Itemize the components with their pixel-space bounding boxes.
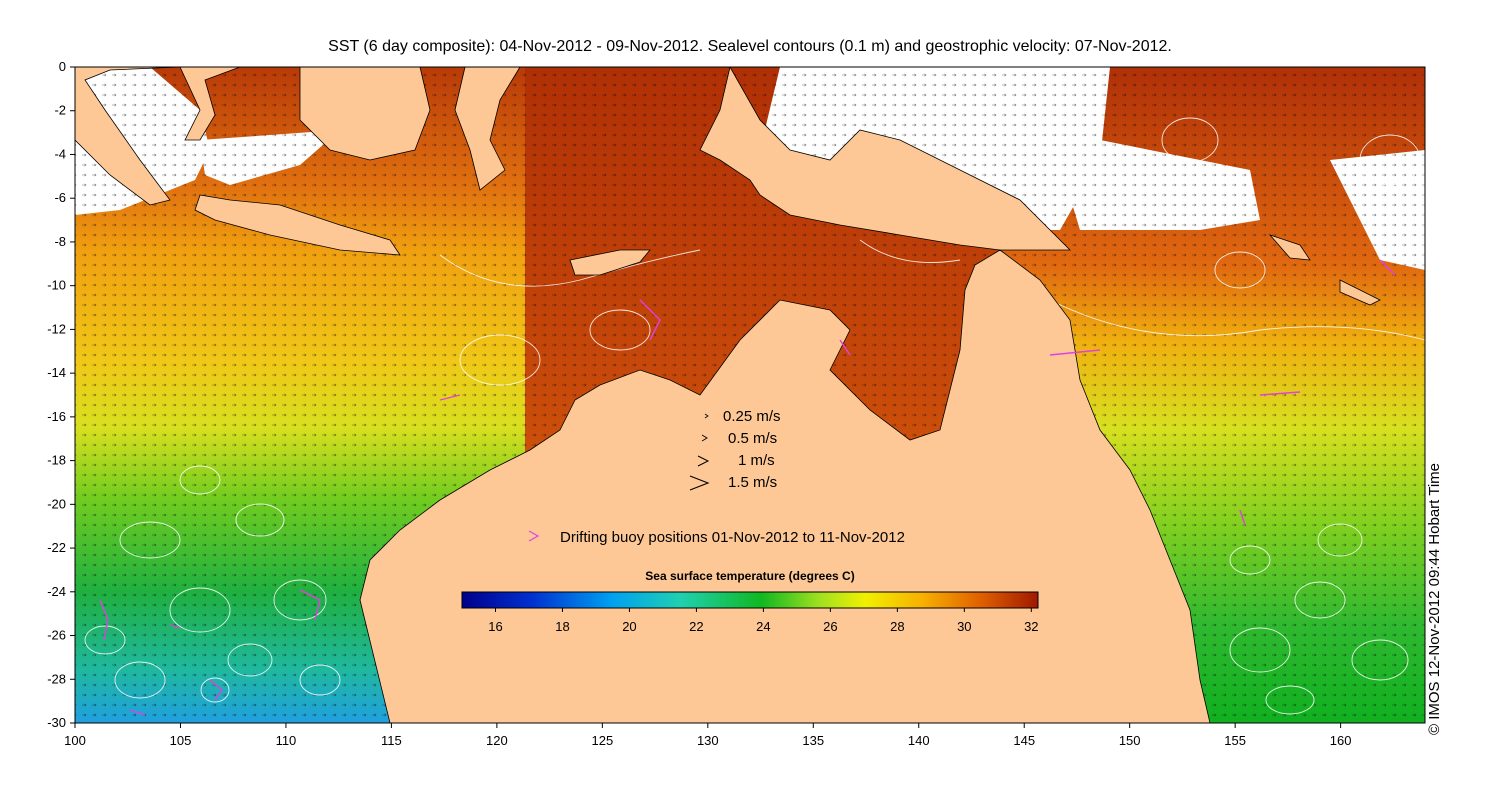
colorbar-gradient bbox=[461, 591, 1039, 609]
x-tick-label-12: 160 bbox=[1330, 733, 1352, 748]
colorbar-tick-label-3: 22 bbox=[689, 619, 703, 634]
velocity-arrow-0 bbox=[704, 413, 709, 419]
velocity-arrow-3 bbox=[689, 475, 710, 491]
y-tick-label-1: -2 bbox=[54, 103, 66, 118]
colorbar-tick-label-8: 32 bbox=[1024, 619, 1038, 634]
credit-text: © IMOS 12-Nov-2012 09:44 Hobart Time bbox=[1426, 462, 1443, 735]
x-tick-label-2: 110 bbox=[276, 733, 297, 748]
velocity-arrow-1 bbox=[701, 434, 708, 442]
y-tick-label-11: -22 bbox=[47, 540, 66, 555]
x-tick-label-8: 140 bbox=[908, 733, 930, 748]
map-plot-area bbox=[75, 67, 1425, 723]
colorbar-tick-label-1: 18 bbox=[555, 619, 569, 634]
y-tick-label-2: -4 bbox=[54, 146, 66, 161]
land-solomon-2 bbox=[1339, 279, 1381, 306]
colorbar-tick-label-5: 26 bbox=[823, 619, 837, 634]
y-tick-label-10: -20 bbox=[47, 496, 66, 511]
colorbar-title: Sea surface temperature (degrees C) bbox=[645, 569, 854, 583]
x-tick-label-11: 155 bbox=[1224, 733, 1246, 748]
velocity-legend-label-2: 1 m/s bbox=[738, 452, 775, 469]
x-tick-label-7: 135 bbox=[802, 733, 824, 748]
y-axis: 0 -2 -4 -6 -8 -10 -12 -14 -16 -18 -20 -22 -24 -26 -28 -… bbox=[47, 59, 75, 730]
x-tick-label-1: 105 bbox=[170, 733, 192, 748]
velocity-arrow-2 bbox=[697, 455, 710, 467]
y-tick-label-12: -24 bbox=[47, 584, 66, 599]
x-tick-label-4: 120 bbox=[486, 733, 508, 748]
y-tick-label-0: 0 bbox=[59, 59, 66, 74]
colorbar-ticks: 16 18 20 22 24 26 28 30 32 bbox=[488, 608, 1039, 634]
colorbar-tick-label-6: 28 bbox=[890, 619, 904, 634]
y-tick-label-8: -16 bbox=[47, 409, 66, 424]
colorbar-tick-label-7: 30 bbox=[957, 619, 971, 634]
x-axis: 100 105 110 115 120 125 130 135 140 145 150 155 160 bbox=[64, 723, 1351, 748]
x-tick-label-6: 130 bbox=[697, 733, 719, 748]
velocity-legend-label-0: 0.25 m/s bbox=[723, 408, 781, 425]
page-title: SST (6 day composite): 04-Nov-2012 - 09-… bbox=[328, 38, 1172, 55]
buoy-marker-icon bbox=[528, 530, 540, 542]
land-solomon-1 bbox=[1268, 234, 1311, 261]
velocity-legend-label-1: 0.5 m/s bbox=[728, 430, 777, 447]
land-borneo bbox=[299, 67, 431, 161]
x-tick-label-0: 100 bbox=[64, 733, 86, 748]
y-tick-label-15: -30 bbox=[47, 715, 66, 730]
plot-frame bbox=[74, 66, 1426, 724]
buoy-legend: Drifting buoy positions 01-Nov-2012 to 1… bbox=[528, 529, 905, 546]
y-tick-label-13: -26 bbox=[47, 628, 66, 643]
y-tick-label-3: -6 bbox=[54, 190, 66, 205]
land-sulawesi bbox=[454, 67, 521, 191]
x-tick-label-3: 115 bbox=[381, 733, 402, 748]
buoy-tracks bbox=[99, 259, 1396, 716]
y-tick-label-5: -10 bbox=[47, 278, 66, 293]
colorbar: Sea surface temperature (degrees C) 16 18… bbox=[461, 569, 1039, 634]
velocity-legend: 0.25 m/s 0.5 m/s 1 m/s 1.5 m/s bbox=[689, 408, 781, 491]
x-tick-label-5: 125 bbox=[591, 733, 613, 748]
sealevel-contours bbox=[84, 117, 1425, 715]
y-tick-label-6: -12 bbox=[47, 321, 66, 336]
x-tick-label-9: 145 bbox=[1013, 733, 1035, 748]
x-tick-label-10: 150 bbox=[1119, 733, 1141, 748]
colorbar-tick-label-0: 16 bbox=[488, 619, 502, 634]
land-java bbox=[194, 194, 401, 256]
y-tick-label-4: -8 bbox=[54, 234, 66, 249]
land-new-guinea bbox=[699, 67, 1071, 251]
land-sumatra bbox=[75, 67, 241, 206]
velocity-legend-label-3: 1.5 m/s bbox=[728, 474, 777, 491]
y-tick-label-7: -14 bbox=[47, 365, 66, 380]
y-tick-label-9: -18 bbox=[47, 453, 66, 468]
y-tick-label-14: -28 bbox=[47, 671, 66, 686]
colorbar-tick-label-2: 20 bbox=[622, 619, 636, 634]
buoy-legend-label: Drifting buoy positions 01-Nov-2012 to 1… bbox=[560, 529, 905, 546]
colorbar-tick-label-4: 24 bbox=[756, 619, 770, 634]
land-timor bbox=[569, 249, 651, 276]
